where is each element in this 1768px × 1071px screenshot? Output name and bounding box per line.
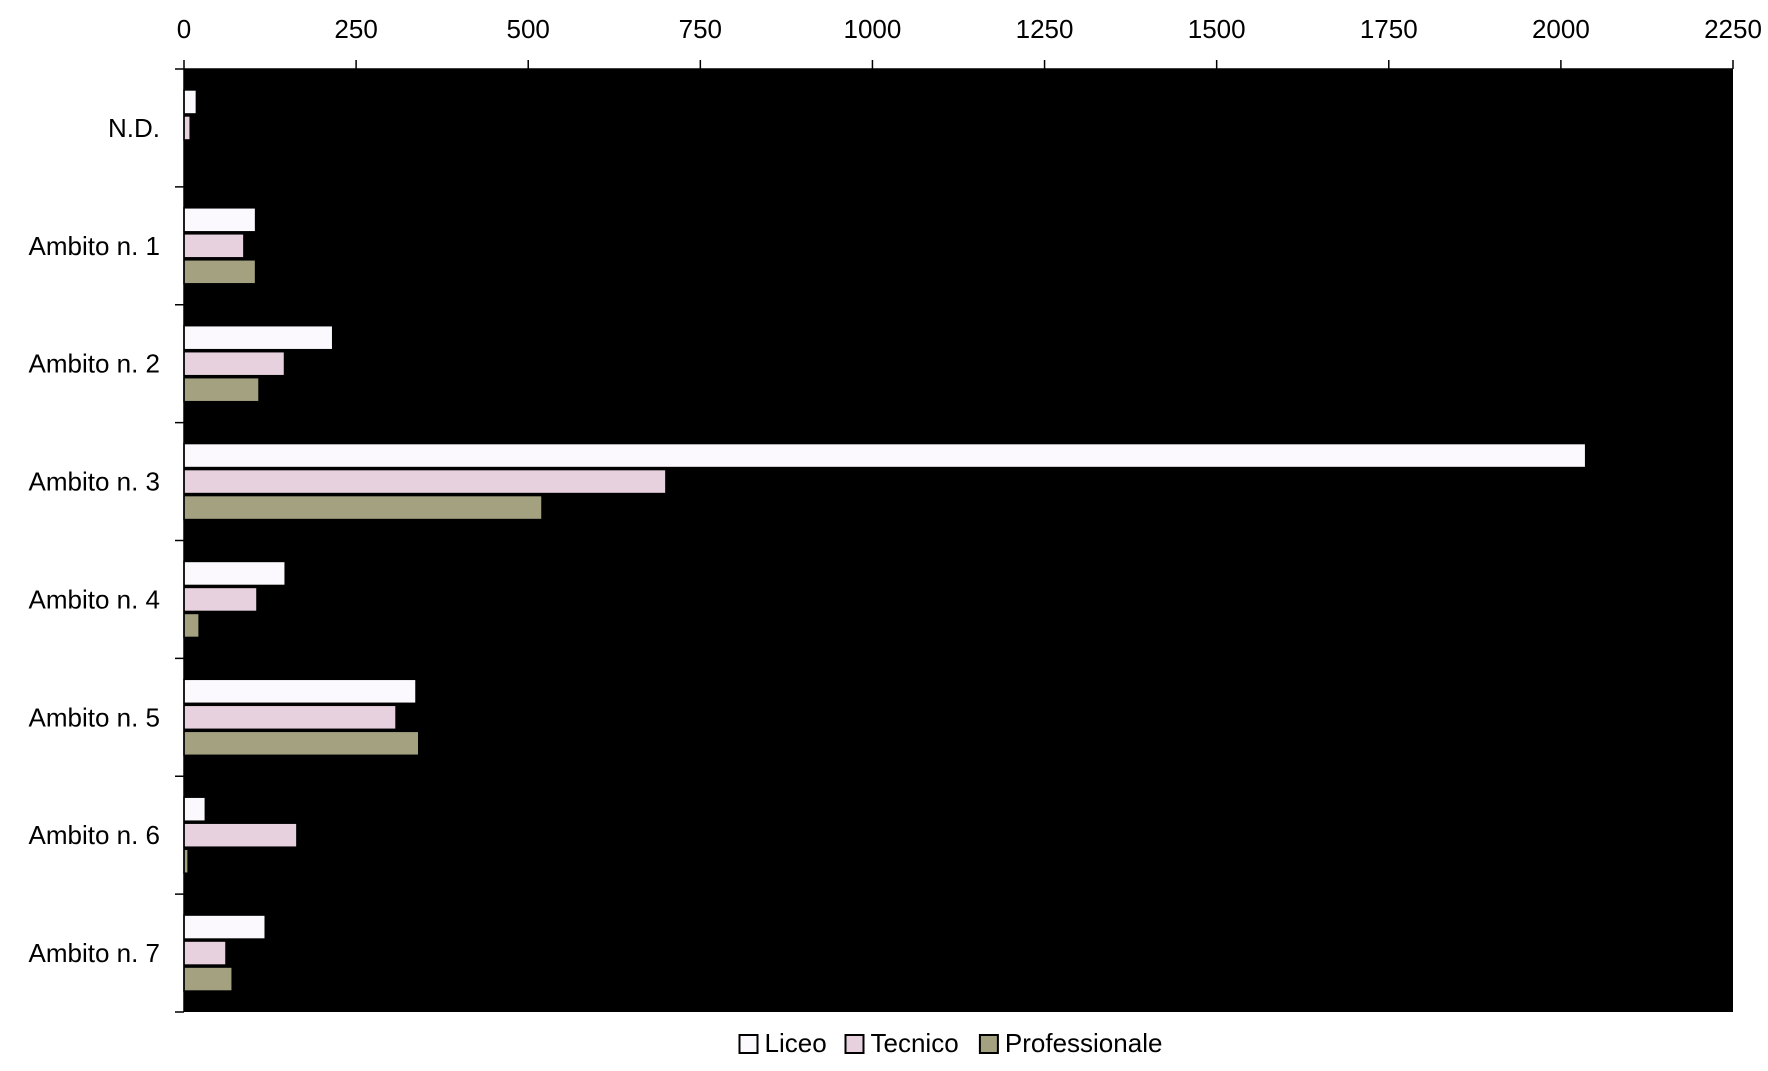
y-axis: N.D. Ambito n. 1 Ambito n. 2 Ambito n. 3 Amb… [28,68,185,1013]
bar-professionale-4 [183,612,200,639]
x-tick-label: 1250 [1016,14,1074,44]
bar-liceo-4 [183,560,286,587]
x-tick-label: 1000 [844,14,902,44]
bar-professionale-5 [183,730,420,757]
legend-swatch-professionale [978,1034,999,1054]
category-label: Ambito n. 5 [28,702,160,732]
bar-tecnico-7 [183,940,227,966]
x-tick-label: 750 [679,14,722,44]
x-tick-label: 1750 [1360,14,1418,44]
bar-professionale-2 [183,376,260,403]
plot-area [184,69,1733,1012]
legend-swatch-liceo [738,1034,759,1054]
bar-liceo-0 [183,89,198,115]
bar-tecnico-3 [183,468,667,495]
x-tick-label: 250 [334,14,377,44]
bar-liceo-6 [183,796,207,822]
category-label: Ambito n. 7 [28,938,160,968]
bar-tecnico-0 [183,115,191,141]
bars-layer [183,89,1587,992]
bar-tecnico-6 [183,822,298,848]
bar-liceo-7 [183,914,266,940]
category-label: Ambito n. 3 [28,467,160,497]
bar-tecnico-1 [183,233,245,259]
bar-tecnico-2 [183,350,286,377]
category-label: Ambito n. 6 [28,820,160,850]
x-tick-label: 500 [507,14,550,44]
x-tick-label: 2000 [1532,14,1590,44]
x-tick-label: 0 [177,14,191,44]
x-tick-label: 2250 [1704,14,1762,44]
legend-label-liceo: Liceo [765,1028,827,1058]
legend-swatch-tecnico [844,1034,865,1054]
bar-professionale-7 [183,966,233,992]
legend-label-tecnico: Tecnico [871,1028,959,1058]
bar-liceo-5 [183,678,417,705]
x-axis: 0 250 500 750 1000 1250 1500 1750 2000 2250 [177,14,1762,70]
bar-professionale-1 [183,259,257,285]
bar-liceo-1 [183,207,257,233]
bar-liceo-3 [183,442,1587,469]
x-tick-label: 1500 [1188,14,1246,44]
bar-liceo-2 [183,324,334,351]
bar-tecnico-5 [183,704,397,731]
category-label: Ambito n. 1 [28,231,160,261]
bar-professionale-3 [183,494,543,521]
category-label: Ambito n. 4 [28,584,160,614]
category-label: N.D. [108,113,160,143]
legend-label-professionale: Professionale [1005,1028,1163,1058]
category-label: Ambito n. 2 [28,349,160,379]
bar-tecnico-4 [183,586,258,613]
legend: Liceo Tecnico Professionale [738,1028,1163,1058]
